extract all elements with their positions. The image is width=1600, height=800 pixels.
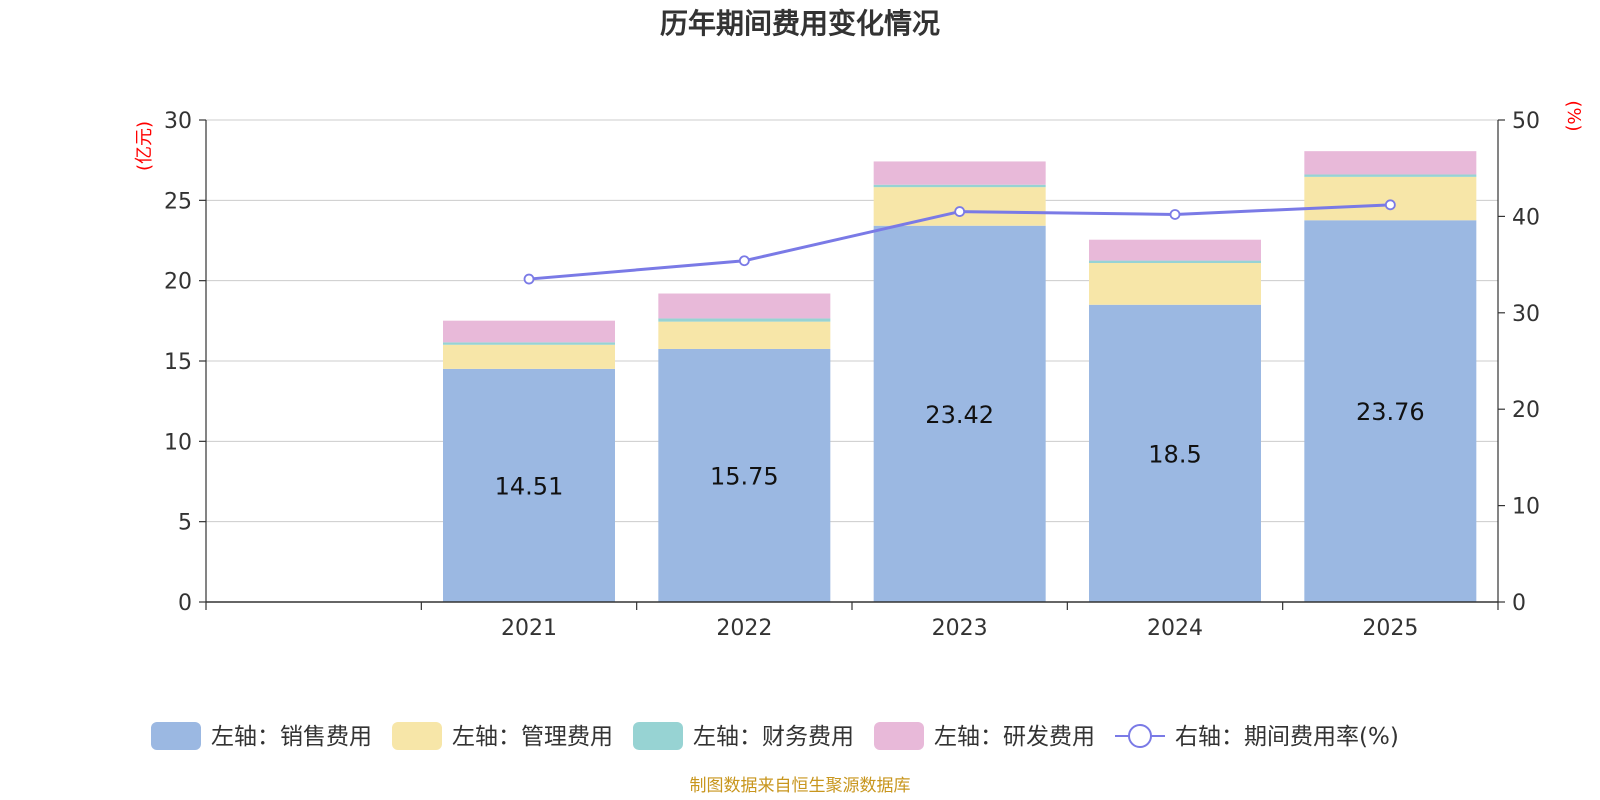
left-axis-tick-label: 5 xyxy=(178,511,192,536)
x-axis-tick-label: 2024 xyxy=(1147,616,1203,641)
legend-label: 左轴：财务费用 xyxy=(693,724,854,750)
x-axis-tick-label: 2022 xyxy=(716,616,772,641)
x-axis-tick-label: 2023 xyxy=(932,616,988,641)
left-axis-tick-label: 0 xyxy=(178,591,192,616)
rate-line-point xyxy=(954,206,966,217)
legend-label: 左轴：研发费用 xyxy=(934,724,1095,750)
right-axis-tick-label: 10 xyxy=(1512,495,1540,520)
legend-item[interactable]: 右轴：期间费用率(%) xyxy=(1115,724,1399,750)
bar-segment xyxy=(1089,260,1261,263)
legend-item[interactable]: 左轴：财务费用 xyxy=(633,722,854,750)
left-axis-tick-label: 15 xyxy=(164,350,192,375)
bar-segment xyxy=(1304,176,1477,221)
bar-value-labels: 14.51 15.75 23.42 18.5 23.76 xyxy=(495,398,1425,500)
bar-segment xyxy=(658,318,831,322)
bar-segment xyxy=(443,368,615,602)
rate-line-point xyxy=(1169,209,1181,220)
bar-segment xyxy=(658,293,831,319)
legend-swatch xyxy=(392,722,442,750)
chart-title: 历年期间费用变化情况 xyxy=(660,7,940,40)
bar-segment xyxy=(1304,220,1477,603)
left-axis-tick-label: 20 xyxy=(164,270,192,295)
rate-line-point xyxy=(1384,199,1396,211)
bar-value-label: 18.5 xyxy=(1148,440,1201,468)
right-axis-tick-label: 0 xyxy=(1512,591,1526,616)
legend-item[interactable]: 左轴：管理费用 xyxy=(392,722,613,750)
legend-line-marker xyxy=(1128,724,1152,748)
legend-item[interactable]: 左轴：研发费用 xyxy=(874,722,1095,750)
bar-segment xyxy=(658,321,831,349)
bar-segment xyxy=(873,184,1046,188)
legend[interactable]: 左轴：销售费用 左轴：管理费用 左轴：财务费用 左轴：研发费用 右轴：期间费用率(%) xyxy=(151,722,1399,750)
bar-value-label: 14.51 xyxy=(495,472,564,500)
rate-line-point xyxy=(738,255,750,267)
bar-segment xyxy=(873,161,1046,185)
x-axis-tick-label: 2021 xyxy=(501,616,557,641)
right-axis-tick-label: 40 xyxy=(1512,205,1540,230)
bar-segment xyxy=(1304,174,1477,177)
legend-label: 左轴：销售费用 xyxy=(211,724,372,750)
right-axis-unit: (%) xyxy=(1563,100,1584,131)
bar-segment xyxy=(443,342,615,345)
grid-lines xyxy=(206,119,1498,523)
rate-line xyxy=(523,199,1396,285)
rate-line-point xyxy=(523,273,535,285)
bar-value-label: 15.75 xyxy=(710,462,779,490)
x-axis-tick-label: 2025 xyxy=(1362,616,1418,641)
bar-segment xyxy=(1089,262,1261,305)
legend-swatch xyxy=(633,722,683,750)
bars xyxy=(443,151,1477,603)
left-axis-tick-label: 25 xyxy=(164,189,192,214)
bar-value-label: 23.76 xyxy=(1356,398,1425,426)
legend-label: 左轴：管理费用 xyxy=(452,724,613,750)
right-axis-tick-label: 30 xyxy=(1512,302,1540,327)
legend-item[interactable]: 左轴：销售费用 xyxy=(151,722,372,750)
legend-swatch xyxy=(151,722,201,750)
left-axis-unit: (亿元) xyxy=(134,121,155,171)
bar-segment xyxy=(1089,304,1261,602)
source-note: 制图数据来自恒生聚源数据库 xyxy=(690,776,911,796)
left-axis-tick-label: 10 xyxy=(164,430,192,455)
bar-segment xyxy=(658,348,831,602)
bar-segment xyxy=(873,225,1046,602)
bar-segment xyxy=(1089,239,1261,261)
legend-swatch xyxy=(874,722,924,750)
bar-segment xyxy=(443,344,615,369)
legend-label: 右轴：期间费用率(%) xyxy=(1175,724,1399,750)
bar-value-label: 23.42 xyxy=(925,401,994,429)
bar-segment xyxy=(1304,151,1477,175)
bar-segment xyxy=(443,320,615,343)
right-axis-tick-label: 50 xyxy=(1512,109,1540,134)
right-axis-tick-label: 20 xyxy=(1512,398,1540,423)
left-axis-tick-label: 30 xyxy=(164,109,192,134)
